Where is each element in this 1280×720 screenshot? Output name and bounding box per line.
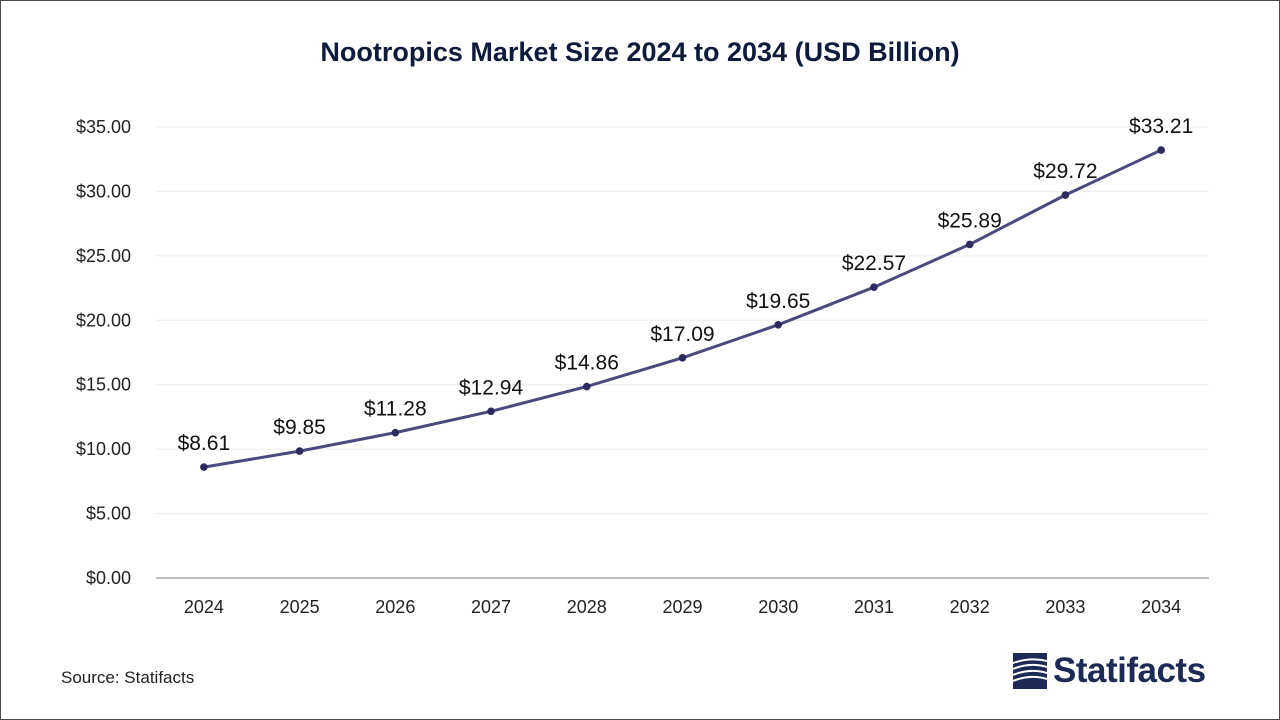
brand-logo: Statifacts <box>1013 651 1206 691</box>
y-tick-label: $35.00 <box>76 117 131 137</box>
x-tick-label: 2028 <box>567 597 607 617</box>
y-tick-label: $5.00 <box>86 504 131 524</box>
statifacts-logo-icon <box>1013 653 1047 689</box>
data-point <box>295 447 304 455</box>
y-tick-label: $0.00 <box>86 568 131 588</box>
brand-name: Statifacts <box>1053 651 1206 690</box>
data-point <box>1157 146 1165 154</box>
data-point <box>487 407 495 416</box>
data-point <box>200 463 208 471</box>
x-tick-label: 2030 <box>758 597 798 617</box>
y-tick-label: $20.00 <box>76 310 131 330</box>
data-label: $12.94 <box>459 376 524 399</box>
data-point <box>1061 191 1070 199</box>
x-tick-label: 2033 <box>1045 597 1085 617</box>
source-note: Source: Statifacts <box>61 668 195 687</box>
chart-title: Nootropics Market Size 2024 to 2034 (USD… <box>320 37 960 67</box>
data-point <box>582 382 591 391</box>
data-point <box>774 320 783 329</box>
data-label: $29.72 <box>1033 160 1097 183</box>
y-tick-label: $30.00 <box>76 181 131 201</box>
data-label: $11.28 <box>364 398 427 421</box>
data-label: $22.57 <box>842 252 906 275</box>
x-tick-label: 2034 <box>1141 597 1181 617</box>
data-label: $8.61 <box>178 432 231 455</box>
x-tick-label: 2029 <box>662 597 702 617</box>
x-tick-label: 2027 <box>471 597 511 617</box>
x-tick-label: 2024 <box>184 597 224 617</box>
data-point <box>391 428 400 437</box>
data-label: $17.09 <box>650 323 714 346</box>
series-line <box>203 148 1162 469</box>
x-tick-label: 2026 <box>375 597 415 617</box>
y-tick-label: $15.00 <box>76 375 131 395</box>
data-label: $19.65 <box>746 290 810 313</box>
data-point <box>965 240 974 249</box>
x-tick-label: 2032 <box>950 597 990 617</box>
data-label: $25.89 <box>938 209 1002 232</box>
data-label: $14.86 <box>555 352 619 375</box>
x-tick-label: 2025 <box>280 597 320 617</box>
y-tick-label: $25.00 <box>76 246 131 266</box>
data-label: $9.85 <box>273 416 326 439</box>
data-point <box>678 353 687 362</box>
y-tick-label: $10.00 <box>76 439 131 459</box>
data-point <box>870 283 878 291</box>
data-label: $33.21 <box>1129 115 1193 138</box>
x-tick-label: 2031 <box>854 597 894 617</box>
